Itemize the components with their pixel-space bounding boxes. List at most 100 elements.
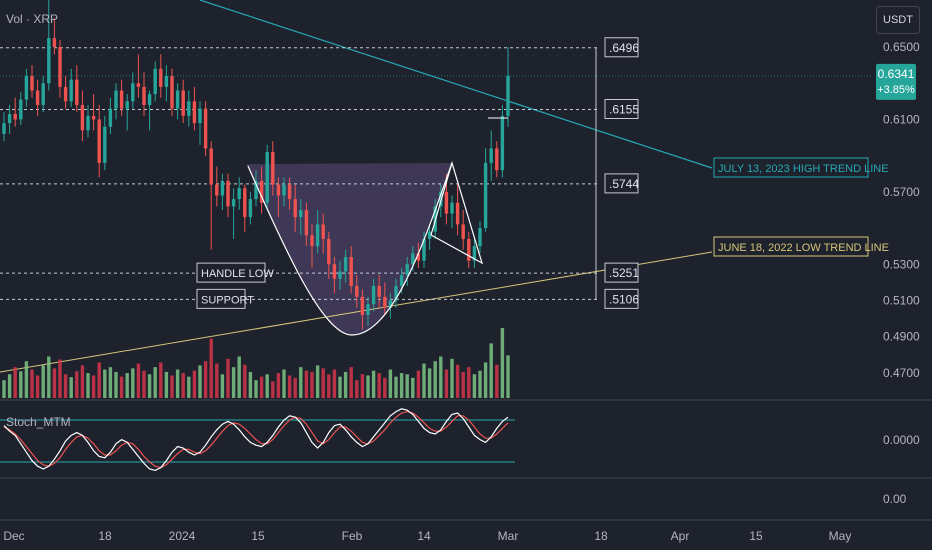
candle-body <box>360 296 365 315</box>
candle-body <box>142 86 146 105</box>
candle-body <box>231 199 236 207</box>
volume-bar <box>271 381 275 398</box>
candle-body <box>131 83 135 102</box>
volume-bar <box>164 371 169 398</box>
trend-label-box <box>713 236 869 257</box>
volume-bar <box>19 371 23 398</box>
volume-bar <box>467 367 471 398</box>
volume-bar <box>30 369 34 398</box>
candle-body <box>427 231 432 239</box>
candle-body <box>198 108 202 124</box>
candle-body <box>349 257 353 286</box>
volume-bar <box>237 356 241 398</box>
price-level-box <box>604 173 639 194</box>
volume-bar <box>97 362 101 398</box>
volume-bar <box>394 376 398 398</box>
stoch-axis-tick: 0.0000 <box>883 433 920 447</box>
candle-body <box>287 184 292 200</box>
candle-body <box>91 115 96 120</box>
currency-button[interactable]: USDT <box>876 6 920 34</box>
stoch-axis-tick: 0.00 <box>883 492 907 506</box>
x-axis-tick-label: May <box>829 529 852 543</box>
volume-bar <box>175 369 180 398</box>
x-axis-tick-label: 15 <box>749 529 763 543</box>
volume-bar <box>153 367 157 398</box>
volume-bar <box>125 373 129 398</box>
july-trend-line-label: JULY 13, 2023 HIGH TREND LINE <box>718 163 889 175</box>
candle-body <box>175 90 180 109</box>
candle-body <box>7 114 12 124</box>
volume-bar <box>343 371 348 398</box>
y-axis-tick-label: 0.6500 <box>883 40 920 54</box>
volume-bar <box>215 363 219 398</box>
candle-body <box>422 238 426 261</box>
volume-bar <box>315 365 320 398</box>
y-axis-tick-label: 0.4900 <box>883 330 920 344</box>
volume-bar <box>7 374 12 398</box>
candle-body <box>147 94 152 105</box>
price-level-label: .5251 <box>609 266 639 280</box>
volume-bar <box>450 358 454 398</box>
candle-body <box>343 257 348 272</box>
volume-bar <box>483 362 488 398</box>
cup-fill <box>246 163 452 335</box>
candle-body <box>108 108 113 127</box>
candle-body <box>276 184 281 196</box>
trend-label-box <box>713 157 869 178</box>
volume-bar <box>366 375 370 398</box>
indicator-label: Stoch_MTM <box>6 415 71 429</box>
candle-body <box>254 180 258 200</box>
volume-bar <box>192 370 197 398</box>
volume-bar <box>299 367 303 398</box>
volume-bar <box>69 377 73 398</box>
candle-body <box>439 191 443 207</box>
candle-body <box>52 38 57 48</box>
volume-bar <box>388 369 393 398</box>
volume-bar <box>35 375 40 398</box>
candle-body <box>181 90 185 116</box>
candle-body <box>187 101 191 116</box>
candle-body <box>153 68 157 95</box>
stoch-d-line <box>3 410 509 469</box>
support-label: SUPPORT <box>201 294 254 306</box>
candle-body <box>41 83 45 105</box>
candle-body <box>159 68 163 87</box>
candle-body <box>282 184 286 196</box>
volume-bar <box>243 364 247 398</box>
volume-bar <box>248 371 253 398</box>
volume-bar <box>478 370 482 398</box>
candle-body <box>136 83 141 87</box>
volume-label: Vol · XRP <box>6 12 59 26</box>
volume-bar <box>472 374 477 398</box>
volume-bar <box>461 371 465 398</box>
volume-bar <box>349 367 353 398</box>
candle-body <box>69 79 73 102</box>
x-axis-tick-label: 18 <box>98 529 112 543</box>
candle-body <box>271 152 275 185</box>
candle-body <box>243 188 247 218</box>
candle-body <box>237 188 241 200</box>
candle-body <box>315 224 320 247</box>
cup-outline <box>247 162 453 336</box>
volume-bar <box>489 343 493 398</box>
candle-body <box>416 253 421 261</box>
volume-bar <box>355 380 359 398</box>
volume-bar <box>399 373 404 398</box>
volume-bar <box>119 376 124 398</box>
volume-bar <box>198 365 202 398</box>
x-axis-tick-label: Apr <box>671 529 690 543</box>
candle-body <box>500 115 505 171</box>
volume-bar <box>142 370 146 398</box>
candle-body <box>450 202 454 214</box>
candle-body <box>366 304 370 315</box>
volume-bar <box>187 376 191 398</box>
volume-bar <box>91 375 96 398</box>
volume-bar <box>114 371 118 398</box>
candle-body <box>310 235 314 247</box>
candle-body <box>226 180 230 207</box>
volume-bar <box>416 370 421 398</box>
candle-body <box>461 224 465 239</box>
volume-bar <box>63 374 68 398</box>
volume-bar <box>371 370 376 398</box>
